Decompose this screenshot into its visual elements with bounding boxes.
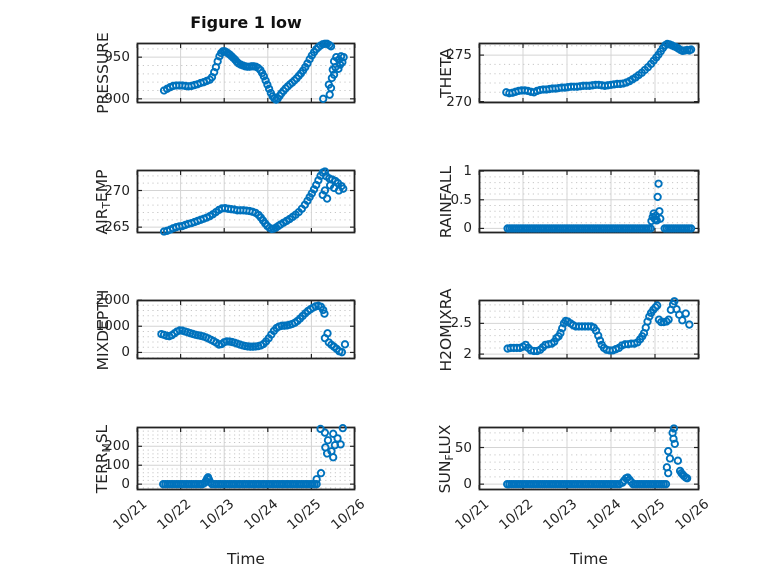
subplot-terr-msl: 0 100 200 10/21 10/22 10/23 10/24 10/25 10/26 TER…: [93, 423, 368, 533]
ylabel-h2omixra: H2OMIXRA: [437, 287, 455, 372]
ytick-label: 2000: [95, 292, 130, 308]
xtick-label: 10/21: [452, 496, 493, 534]
plot-area: [136, 39, 356, 104]
x-axis-label-left: Time: [227, 550, 265, 568]
xtick-label: 10/22: [153, 496, 194, 534]
subplot-air-temp: 265 270 AIRTEMP: [93, 167, 356, 236]
x-axis-label-right: Time: [570, 550, 608, 568]
ylabel-theta: THETA: [437, 48, 455, 98]
ytick-label: 950: [104, 49, 130, 66]
plot-area: [478, 424, 700, 491]
plot-area: [478, 169, 700, 234]
ytick-label: 100: [104, 457, 130, 474]
subplot-h2omixra: 2 2.5 H2OMIXRA: [437, 288, 700, 371]
ytick-label: 1: [463, 163, 472, 180]
ytick-label: 2.5: [450, 315, 472, 332]
plot-area: [478, 39, 700, 104]
xtick-label: 10/23: [197, 496, 238, 534]
ylabel-rainfall: RAINFALL: [437, 165, 455, 238]
xtick-label: 10/26: [328, 496, 369, 534]
plot-area: [136, 423, 356, 491]
subplot-rainfall: 0 0.5 1 RAINFALL: [437, 163, 700, 238]
plot-area: [478, 297, 700, 360]
xtick-label: 10/24: [240, 496, 282, 534]
ylabel-sun-flux: SUNFLUX: [435, 424, 457, 493]
ytick-label: 900: [104, 90, 130, 107]
ytick-label: 1000: [95, 318, 130, 335]
subplot-pressure: 900 950 PRESSURE: [94, 32, 356, 114]
ytick-label: 270: [104, 182, 130, 199]
ylabel-mixdepth: MIXDEPTH: [94, 289, 112, 370]
subplot-sun-flux: 0 50 10/21 10/22 10/23 10/24 10/25 10/26 SUNFLUX: [436, 424, 712, 533]
ytick-label: 0: [121, 344, 130, 361]
figure-title: Figure 1 low: [190, 13, 302, 32]
xtick-label: 10/21: [110, 496, 151, 534]
ytick-label: 50: [454, 439, 472, 456]
ytick-label: 200: [104, 438, 130, 455]
ytick-label: 265: [104, 219, 130, 236]
ylabel-air-temp: AIRTEMP: [92, 169, 114, 234]
xtick-label: 10/22: [496, 496, 537, 534]
xtick-label: 10/23: [540, 496, 581, 534]
xtick-label: 10/25: [284, 496, 325, 534]
ytick-label: 0: [121, 476, 130, 493]
ytick-label: 0.5: [450, 191, 472, 208]
ylabel-pressure: PRESSURE: [94, 32, 112, 114]
plot-area: [136, 299, 356, 360]
ytick-label: 270: [446, 93, 472, 110]
ytick-label: 0: [463, 476, 472, 493]
plot-area: [136, 167, 356, 236]
ylabel-terr-msl: TERRMSL: [92, 424, 114, 493]
subplot-mixdepth: 0 1000 2000 MIXDEPTH: [94, 289, 356, 370]
xtick-label: 10/24: [584, 496, 625, 534]
xtick-label: 10/25: [628, 496, 669, 534]
ytick-label: 2: [463, 346, 472, 363]
subplot-theta: 270 275 THETA: [437, 39, 700, 110]
xtick-label: 10/26: [672, 496, 713, 534]
ytick-label: 0: [463, 220, 472, 237]
ytick-label: 275: [446, 47, 472, 64]
